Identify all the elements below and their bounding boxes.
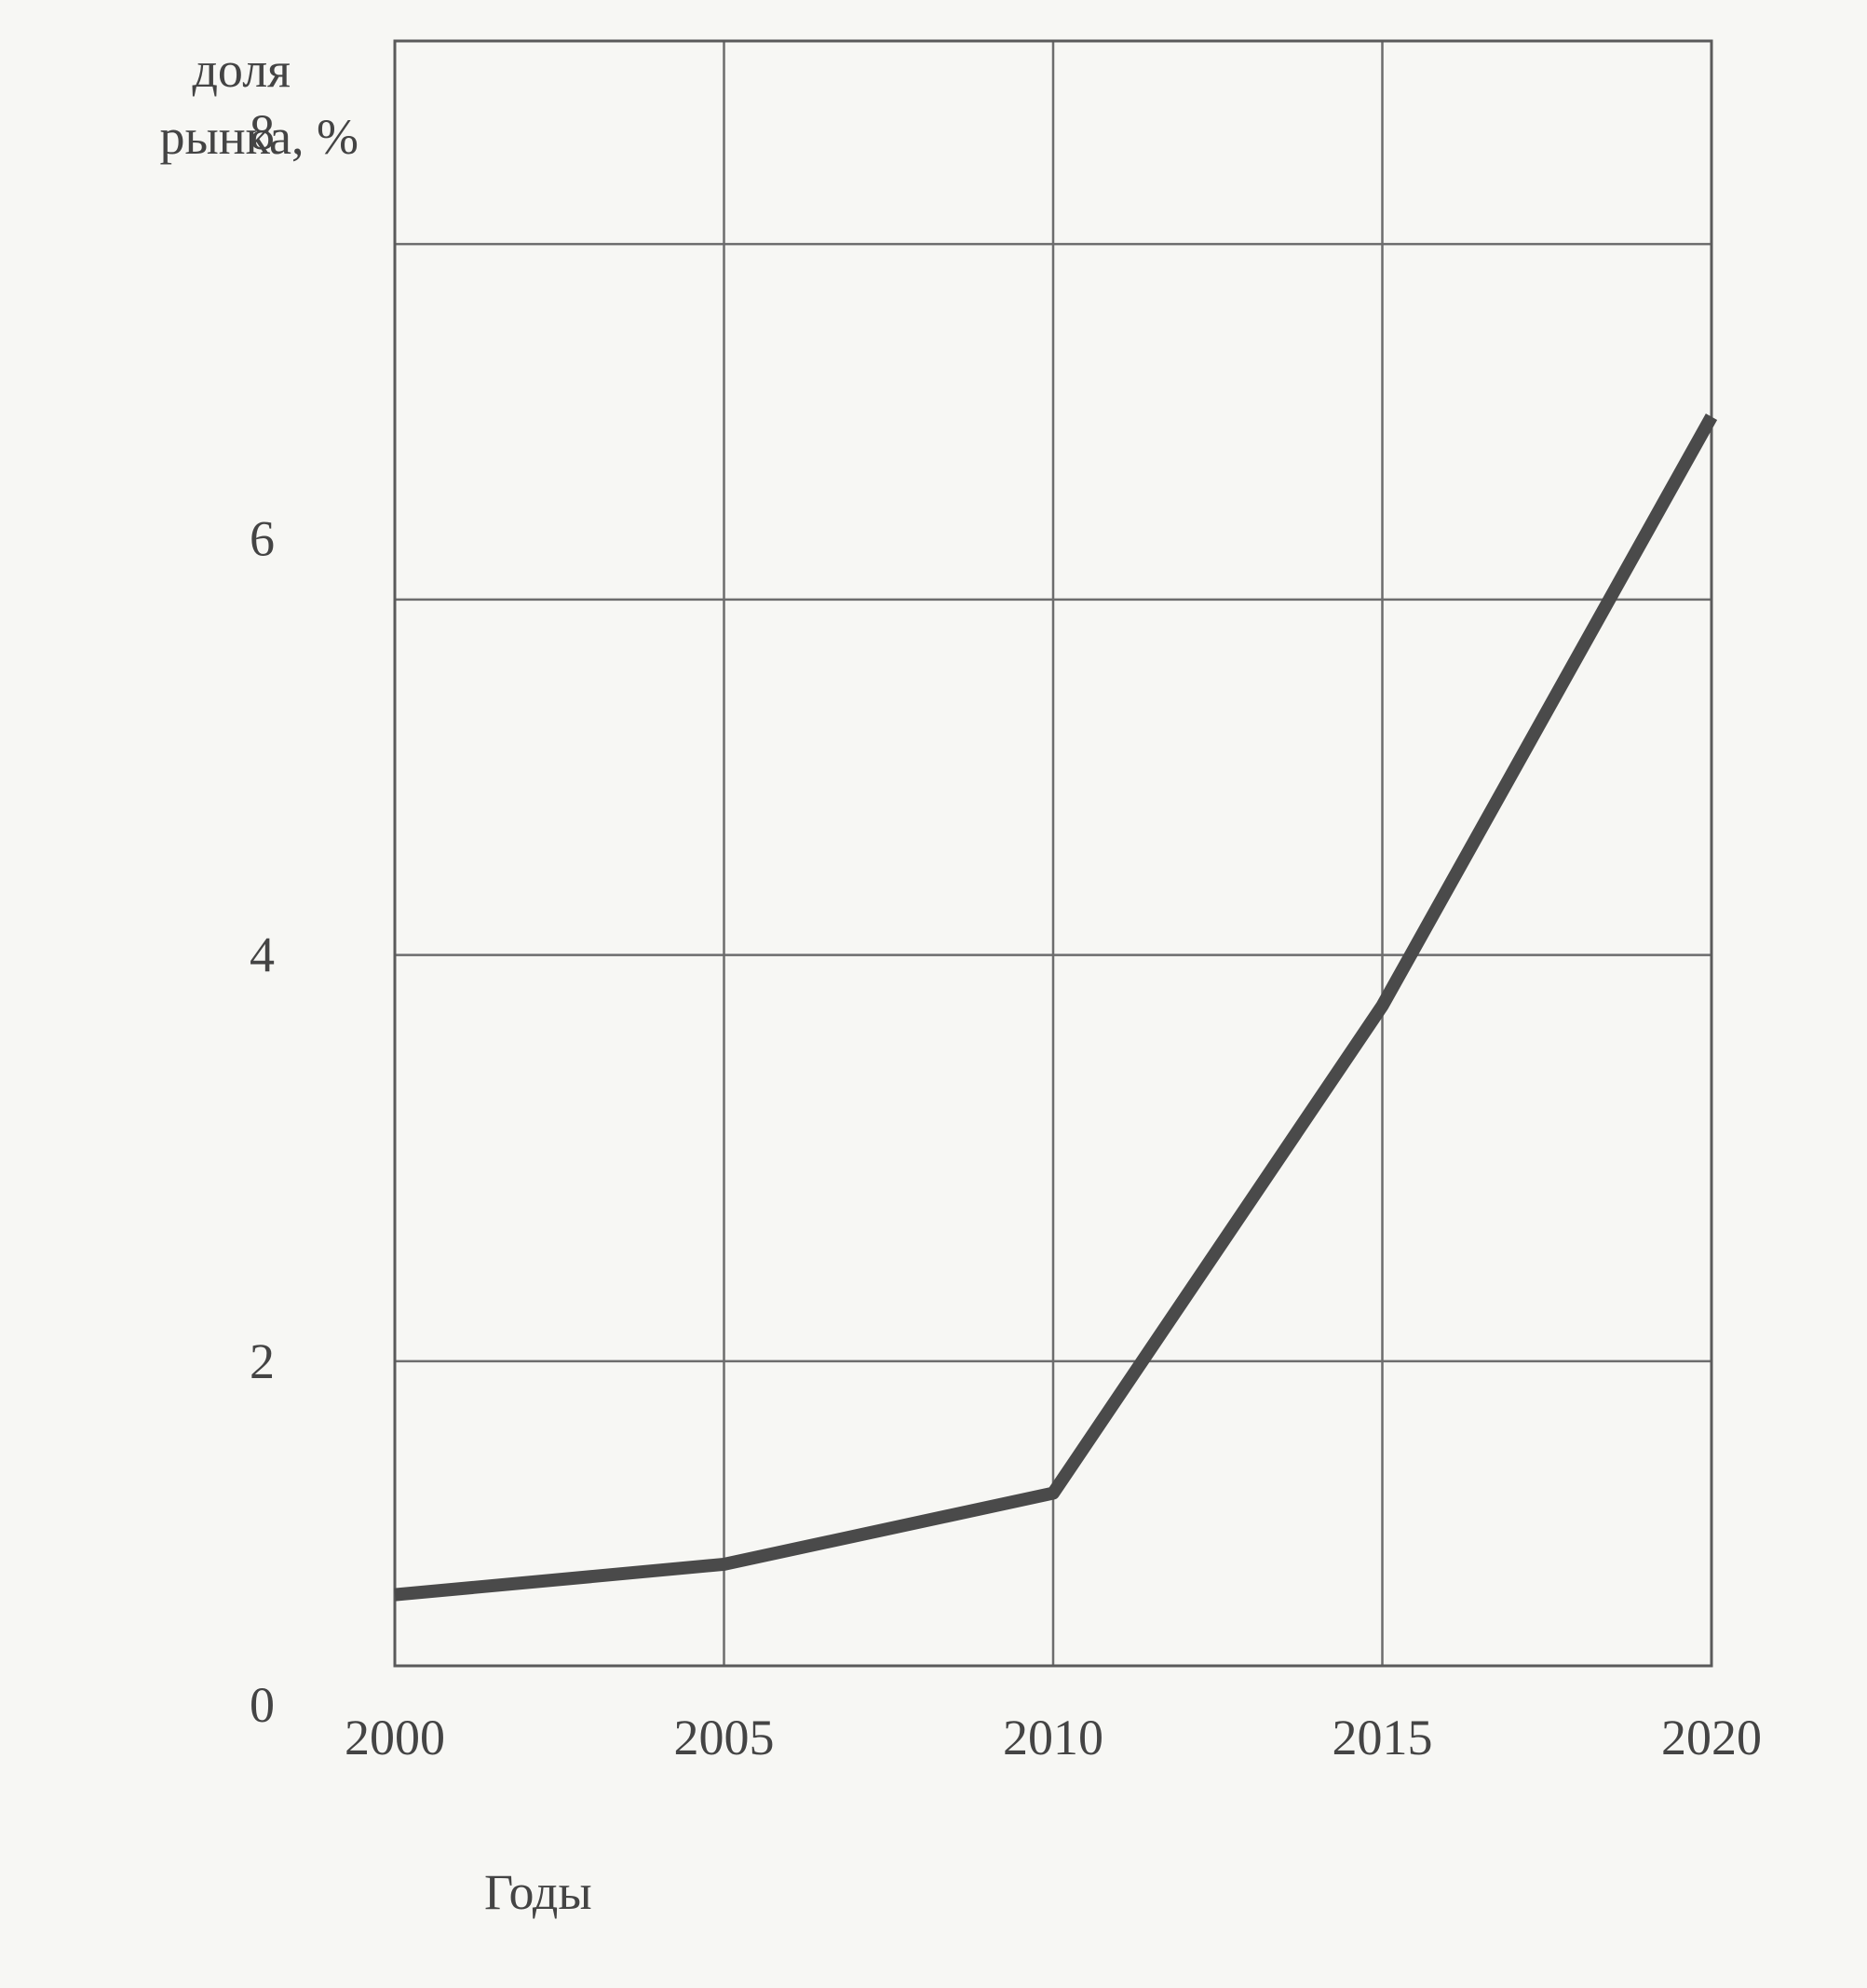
x-tick-labels: 2000 2005 2010 2015 2020 <box>345 1710 1762 1765</box>
y-tick-label: 2 <box>250 1333 275 1389</box>
series-group <box>394 413 1718 1602</box>
y-tick-label: 6 <box>250 510 275 566</box>
y-tick-label: 8 <box>250 104 275 160</box>
y-tick-labels: 0 2 4 6 8 <box>250 104 275 1733</box>
y-tick-label: 0 <box>250 1677 275 1733</box>
x-axis-title: Годы <box>484 1864 592 1920</box>
plot-frame <box>393 39 1713 1668</box>
x-tick-label: 2010 <box>1003 1710 1103 1765</box>
x-tick-label: 2020 <box>1661 1710 1762 1765</box>
grid <box>393 41 1713 1666</box>
x-tick-label: 2000 <box>345 1710 445 1765</box>
series-line <box>394 413 1718 1602</box>
y-tick-label: 4 <box>250 927 275 983</box>
y-axis-title-line2: рынка, % <box>159 109 359 165</box>
x-tick-label: 2015 <box>1333 1710 1433 1765</box>
y-axis-title-line1: доля <box>192 42 291 98</box>
x-tick-label: 2005 <box>674 1710 775 1765</box>
